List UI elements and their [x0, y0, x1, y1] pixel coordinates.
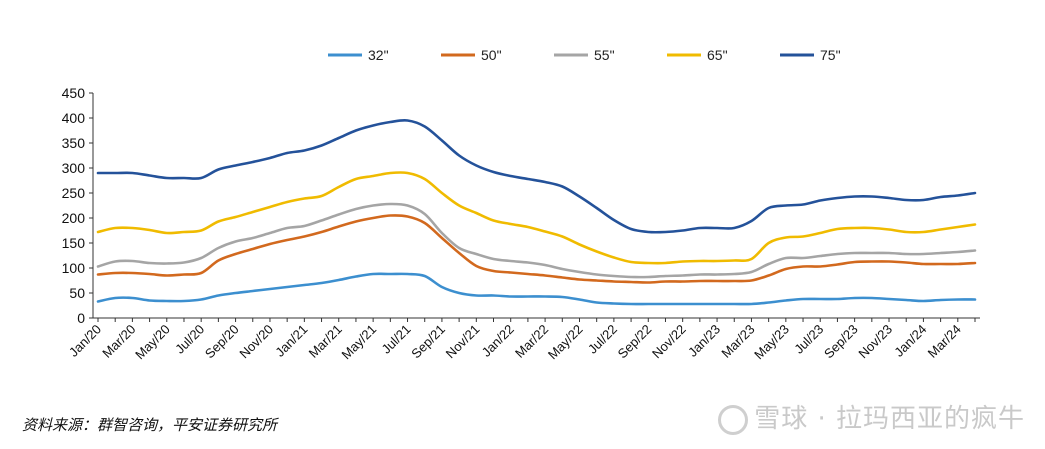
y-tick-label: 150: [62, 235, 86, 251]
y-tick-label: 450: [62, 85, 86, 101]
y-axis-ticks: 0 50 100 150 200 250 300 350 400 450: [62, 85, 93, 326]
x-tick-label: Nov/21: [443, 322, 483, 362]
x-tick-label: Mar/22: [512, 322, 551, 361]
source-note: 资料来源：群智咨询，平安证券研究所: [22, 416, 278, 434]
y-tick-label: 250: [62, 185, 86, 201]
x-tick-label: Jan/24: [891, 322, 929, 360]
x-tick-label: Jan/20: [66, 322, 104, 360]
legend-label: 55": [594, 47, 615, 63]
x-tick-label: Nov/23: [855, 322, 895, 362]
series-lines: [96, 119, 977, 306]
x-tick-label: Mar/20: [99, 322, 138, 361]
x-tick-label: Sep/21: [408, 322, 448, 362]
y-tick-label: 350: [62, 135, 86, 151]
y-tick-label: 300: [62, 160, 86, 176]
x-tick-label: Sep/23: [821, 322, 861, 362]
series-line-32: [96, 272, 977, 306]
axes: [92, 93, 980, 319]
x-tick-label: May/21: [339, 322, 380, 363]
line-chart: 32" 50" 55" 65" 75" 0 50 100 150 200 250 300 350 400…: [62, 47, 980, 363]
watermark: 雪球 · 拉玛西亚的疯牛: [718, 398, 1025, 435]
x-tick-label: Nov/20: [236, 322, 276, 362]
legend-label: 65": [707, 47, 728, 63]
series-line-65: [96, 171, 977, 265]
x-tick-label: Jan/23: [685, 322, 723, 360]
y-tick-label: 200: [62, 210, 86, 226]
x-tick-label: Mar/23: [718, 322, 757, 361]
y-tick-label: 100: [62, 260, 86, 276]
y-tick-label: 0: [77, 310, 85, 326]
x-tick-label: Nov/22: [649, 322, 689, 362]
y-tick-label: 400: [62, 110, 86, 126]
x-tick-label: Jan/21: [272, 322, 310, 360]
legend: 32" 50" 55" 65" 75": [328, 47, 841, 63]
legend-label: 75": [820, 47, 841, 63]
x-tick-label: Jan/22: [479, 322, 517, 360]
x-tick-label: May/22: [545, 322, 586, 363]
legend-label: 50": [481, 47, 502, 63]
x-tick-label: Sep/22: [615, 322, 655, 362]
snowball-logo-icon: [718, 404, 749, 435]
legend-label: 32": [368, 47, 389, 63]
x-tick-label: Mar/21: [306, 322, 345, 361]
series-line-75: [96, 119, 977, 234]
x-tick-label: May/23: [751, 322, 792, 363]
watermark-text: 雪球 · 拉玛西亚的疯牛: [754, 404, 1025, 434]
series-line-55: [96, 202, 977, 279]
x-tick-label: Sep/20: [202, 322, 242, 362]
x-tick-label: May/20: [132, 322, 173, 363]
series-line-50: [96, 214, 977, 284]
x-tick-label: Mar/24: [925, 322, 964, 361]
y-tick-label: 50: [69, 285, 85, 301]
